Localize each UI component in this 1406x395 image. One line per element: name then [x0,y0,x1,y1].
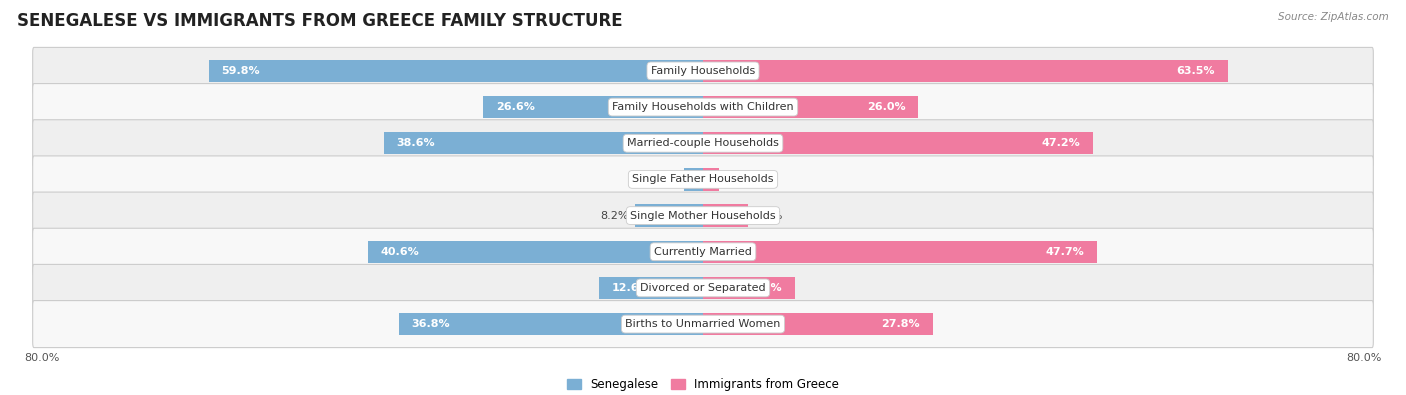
Bar [703,204,748,227]
Text: Family Households: Family Households [651,66,755,76]
Text: 12.6%: 12.6% [612,283,650,293]
Text: 11.1%: 11.1% [744,283,782,293]
Bar [384,132,703,154]
Bar [399,313,703,335]
Text: Currently Married: Currently Married [654,247,752,257]
Bar [703,60,1227,82]
Bar [484,96,703,118]
Text: Family Households with Children: Family Households with Children [612,102,794,112]
Text: 5.4%: 5.4% [754,211,783,220]
Text: 27.8%: 27.8% [882,319,921,329]
Bar [683,168,703,191]
Text: Single Mother Households: Single Mother Households [630,211,776,220]
Bar [703,277,794,299]
Bar [367,241,703,263]
FancyBboxPatch shape [32,156,1374,203]
Text: Births to Unmarried Women: Births to Unmarried Women [626,319,780,329]
Text: Divorced or Separated: Divorced or Separated [640,283,766,293]
Text: 59.8%: 59.8% [221,66,260,76]
Text: Married-couple Households: Married-couple Households [627,138,779,148]
Text: 8.2%: 8.2% [600,211,628,220]
Text: Source: ZipAtlas.com: Source: ZipAtlas.com [1278,12,1389,22]
Bar [703,241,1097,263]
Bar [703,96,918,118]
Bar [703,313,932,335]
FancyBboxPatch shape [32,192,1374,239]
FancyBboxPatch shape [32,228,1374,275]
Bar [703,132,1092,154]
Text: 63.5%: 63.5% [1177,66,1215,76]
Text: 47.7%: 47.7% [1046,247,1084,257]
Text: 26.0%: 26.0% [866,102,905,112]
FancyBboxPatch shape [32,301,1374,348]
Bar [636,204,703,227]
Bar [703,168,718,191]
Text: Single Father Households: Single Father Households [633,175,773,184]
Text: 47.2%: 47.2% [1042,138,1080,148]
Bar [209,60,703,82]
Text: 26.6%: 26.6% [496,102,534,112]
Text: 36.8%: 36.8% [412,319,450,329]
Text: 1.9%: 1.9% [725,175,754,184]
FancyBboxPatch shape [32,120,1374,167]
Text: 40.6%: 40.6% [380,247,419,257]
FancyBboxPatch shape [32,84,1374,131]
FancyBboxPatch shape [32,47,1374,94]
Legend: Senegalese, Immigrants from Greece: Senegalese, Immigrants from Greece [562,373,844,395]
Bar [599,277,703,299]
FancyBboxPatch shape [32,264,1374,311]
Text: 38.6%: 38.6% [396,138,436,148]
Text: SENEGALESE VS IMMIGRANTS FROM GREECE FAMILY STRUCTURE: SENEGALESE VS IMMIGRANTS FROM GREECE FAM… [17,12,623,30]
Text: 2.3%: 2.3% [650,175,678,184]
